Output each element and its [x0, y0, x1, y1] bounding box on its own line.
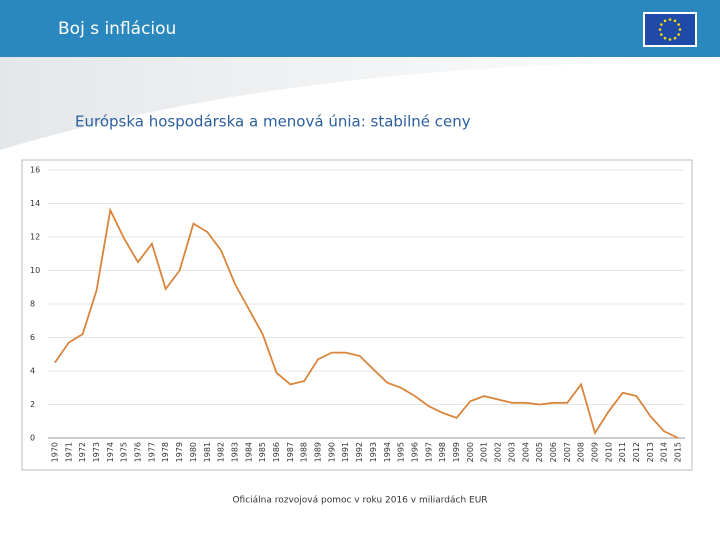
x-tick-label: 1983 — [230, 442, 239, 462]
flag-star — [663, 36, 667, 40]
x-tick-label: 1976 — [134, 442, 143, 462]
x-tick-label: 1972 — [78, 442, 87, 462]
y-tick-label: 16 — [30, 166, 40, 175]
flag-star — [673, 19, 677, 23]
x-tick-label: 1995 — [397, 442, 406, 462]
x-tick-label: 1974 — [106, 442, 115, 462]
flag-star — [660, 23, 663, 26]
flag-star — [660, 33, 663, 36]
x-tick-label: 2012 — [632, 442, 641, 462]
x-tick-label: 2006 — [549, 442, 558, 462]
y-tick-label: 10 — [30, 266, 40, 275]
x-tick-label: 1992 — [355, 442, 364, 462]
x-tick-label: 1975 — [120, 442, 129, 462]
flag-star — [677, 23, 680, 26]
x-tick-label: 1978 — [161, 442, 170, 462]
x-tick-label: 2010 — [604, 442, 613, 462]
x-tick-label: 1996 — [410, 442, 419, 462]
y-tick-label: 12 — [30, 233, 40, 242]
x-tick-label: 2005 — [535, 442, 544, 462]
flag-star — [673, 36, 677, 40]
x-tick-label: 2004 — [521, 442, 530, 462]
header-swoosh — [0, 57, 720, 150]
x-tick-label: 1991 — [341, 442, 350, 462]
chart-frame — [21, 159, 693, 471]
subtitle: Európska hospodárska a menová únia: stab… — [75, 113, 471, 131]
flag-star — [668, 18, 672, 21]
x-tick-label: 2001 — [480, 442, 489, 462]
caption: Oficiálna rozvojová pomoc v roku 2016 v … — [232, 496, 487, 506]
flag-star — [677, 33, 680, 36]
x-tick-label: 1993 — [369, 442, 378, 462]
x-tick-label: 2007 — [563, 442, 572, 462]
flag-star — [678, 28, 682, 31]
eu-flag — [643, 12, 697, 47]
x-tick-label: 1984 — [244, 442, 253, 462]
data-line — [54, 207, 679, 439]
flag-star — [663, 19, 667, 23]
flag-star — [668, 38, 672, 41]
x-tick-label: 2013 — [646, 442, 655, 462]
flag-star — [658, 28, 662, 31]
x-tick-label: 1988 — [300, 442, 309, 462]
chart: 0 2 4 6 8 10 12 14 16 1970 1971 1972 1973 1974 1975 197… — [30, 166, 685, 462]
x-tick-label: 1980 — [189, 442, 198, 462]
x-tick-label: 1989 — [314, 442, 323, 462]
y-tick-label: 2 — [30, 400, 35, 409]
x-tick-label: 1994 — [383, 442, 392, 462]
x-tick-label: 1981 — [203, 442, 212, 462]
y-tick-label: 0 — [30, 434, 35, 443]
x-tick-label: 1985 — [258, 442, 267, 462]
y-tick-label: 14 — [30, 199, 40, 208]
x-tick-label: 1997 — [424, 442, 433, 462]
x-tick-label: 2003 — [507, 442, 516, 462]
header-title: Boj s infláciou — [58, 19, 176, 39]
x-tick-label: 1990 — [327, 442, 336, 462]
x-tick-label: 1979 — [175, 442, 184, 462]
x-tick-label: 1986 — [272, 442, 281, 462]
x-tick-label: 1998 — [438, 442, 447, 462]
x-tick-label: 1971 — [64, 442, 73, 462]
x-tick-label: 2008 — [577, 442, 586, 462]
y-tick-label: 6 — [30, 333, 35, 342]
x-tick-label: 2014 — [660, 442, 669, 462]
x-tick-label: 1982 — [217, 442, 226, 462]
x-tick-label: 2009 — [590, 442, 599, 462]
header-bar — [0, 0, 720, 57]
y-tick-label: 8 — [30, 300, 35, 309]
x-tick-label: 2000 — [466, 442, 475, 462]
x-tick-label: 2015 — [674, 442, 683, 462]
x-tick-label: 1977 — [147, 442, 156, 462]
x-tick-label: 1987 — [286, 442, 295, 462]
x-tick-label: 1973 — [92, 442, 101, 462]
x-tick-label: 1970 — [50, 442, 59, 462]
x-tick-label: 2002 — [494, 442, 503, 462]
x-tick-label: 2011 — [618, 442, 627, 462]
x-tick-label: 1999 — [452, 442, 461, 462]
y-tick-label: 4 — [30, 367, 35, 376]
